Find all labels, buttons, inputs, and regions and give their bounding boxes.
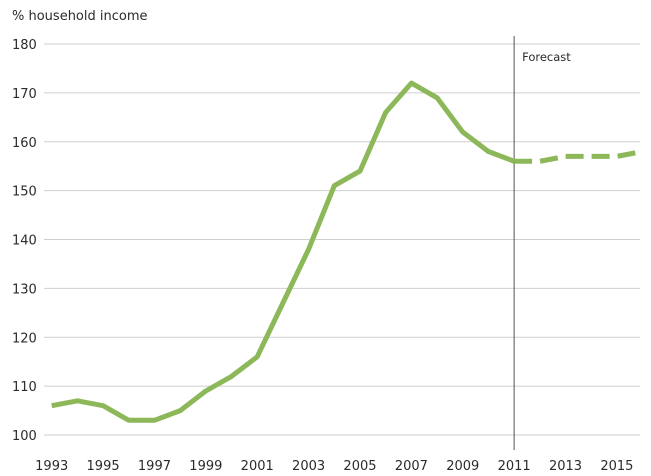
gridlines: [44, 43, 640, 436]
y-tick-label: 180: [12, 38, 37, 53]
forecast-marker: Forecast: [513, 36, 571, 450]
y-tick-label: 140: [12, 234, 37, 249]
y-tick-label: 170: [12, 87, 37, 102]
x-tick-label: 2011: [498, 459, 531, 474]
y-tick-label: 160: [12, 136, 37, 151]
x-tick-label: 1997: [138, 459, 171, 474]
x-tick-label: 2003: [292, 459, 325, 474]
forecast-label: Forecast: [522, 50, 571, 64]
forecast-series-line: [514, 149, 644, 164]
x-tick-label: 2001: [241, 459, 274, 474]
x-axis-tick-labels: 1993 1995 1997 1999 2001 2003 2005 2007 2009 2011…: [35, 459, 633, 474]
x-tick-label: 2007: [395, 459, 428, 474]
y-tick-label: 100: [12, 429, 37, 444]
data-series: [51, 80, 644, 423]
x-tick-label: 2009: [446, 459, 479, 474]
x-tick-label: 1999: [189, 459, 222, 474]
x-tick-label: 1993: [35, 459, 68, 474]
historical-series-line: [51, 80, 515, 423]
y-axis-unit-label: % household income: [12, 9, 148, 24]
x-tick-label: 2015: [600, 459, 633, 474]
x-tick-label: 1995: [87, 459, 120, 474]
y-tick-label: 150: [12, 185, 37, 200]
x-tick-label: 2005: [343, 459, 376, 474]
x-tick-label: 2013: [549, 459, 582, 474]
y-tick-label: 120: [12, 331, 37, 346]
y-axis-tick-labels: 100 110 120 130 140 150 160 170 180: [12, 38, 37, 444]
y-tick-label: 110: [12, 380, 37, 395]
y-tick-label: 130: [12, 282, 37, 297]
